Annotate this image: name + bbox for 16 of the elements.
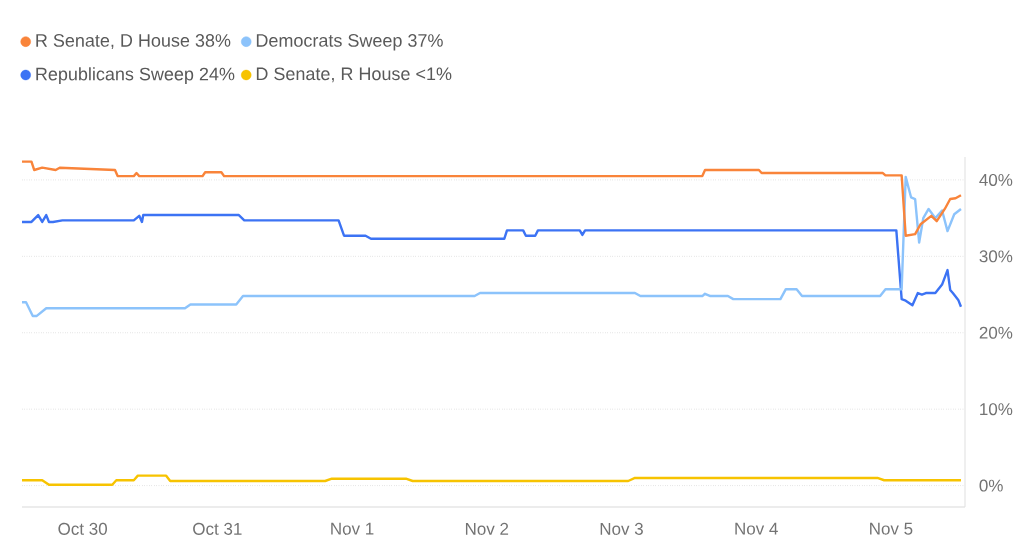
legend-label: Republicans Sweep 24% [36,67,235,84]
x-tick-label: Nov 4 [735,522,778,535]
y-tick-label: 30% [979,250,1013,263]
y-tick-label: 40% [979,173,1013,186]
x-tick-label: Nov 2 [465,522,509,535]
y-tick-label: 0% [979,479,1003,492]
x-tick-label: Nov 1 [331,522,374,535]
x-tick-label: Oct 30 [58,522,107,535]
legend-label: Democrats Sweep 37% [256,34,443,51]
legend-label: R Senate, D House 38% [36,34,231,49]
y-tick-label: 20% [979,326,1013,339]
x-tick-label: Oct 31 [193,522,242,535]
x-tick-label: Nov 5 [870,522,913,535]
y-tick-label: 10% [980,403,1013,416]
x-tick-label: Nov 3 [600,522,643,535]
legend-label: D Senate, R House <1% [256,67,452,83]
